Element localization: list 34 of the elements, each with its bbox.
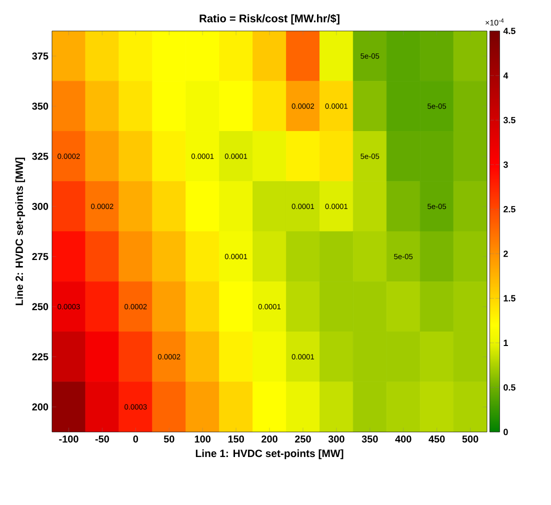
y-tick-label: 375 [32, 52, 48, 60]
color-bar-label: 4 [503, 72, 508, 79]
y-axis-title: Line 2: HVDC set-points [MW] [15, 158, 26, 306]
color-bar-label: 0.5 [504, 384, 516, 391]
x-tick-label: 250 [295, 436, 311, 443]
x-tick-label: 450 [428, 436, 445, 443]
color-bar-label: 3.5 [503, 116, 516, 124]
x-tick-label: 500 [462, 436, 478, 443]
y-tick-label: 250 [32, 303, 48, 310]
x-tick-label: 100 [194, 436, 210, 443]
y-tick-label: 200 [32, 403, 48, 410]
x-tick-label: 0 [133, 436, 138, 443]
color-bar-label: 4.5 [503, 28, 516, 34]
x-tick-label: -50 [95, 436, 109, 443]
x-axis-title: Line 1: HVDC set-points [MW] [196, 449, 344, 460]
color-bar-label: 3 [503, 161, 508, 168]
color-bar-label: 2.5 [504, 206, 516, 212]
x-tick-label: 50 [164, 436, 174, 443]
chart-title: Ratio = Risk/cost [MW.hr/$] [200, 14, 340, 24]
y-tick-label: 350 [32, 102, 48, 110]
color-bar-label: 1 [504, 340, 508, 346]
y-tick-label: 300 [32, 202, 48, 210]
color-bar-label: 2 [504, 250, 508, 257]
color-bar-label: 1.5 [504, 295, 516, 302]
y-tick-label: 225 [32, 353, 48, 360]
color-bar-label: 0 [504, 428, 508, 436]
x-tick-label: 150 [228, 436, 244, 443]
x-tick-label: 350 [362, 436, 378, 443]
x-tick-label: -100 [59, 436, 78, 443]
y-tick-label: 325 [32, 152, 48, 160]
x-tick-label: 300 [328, 436, 344, 443]
x-tick-label: 200 [262, 436, 278, 443]
x-tick-label: 400 [395, 436, 412, 443]
y-tick-label: 275 [32, 253, 48, 260]
